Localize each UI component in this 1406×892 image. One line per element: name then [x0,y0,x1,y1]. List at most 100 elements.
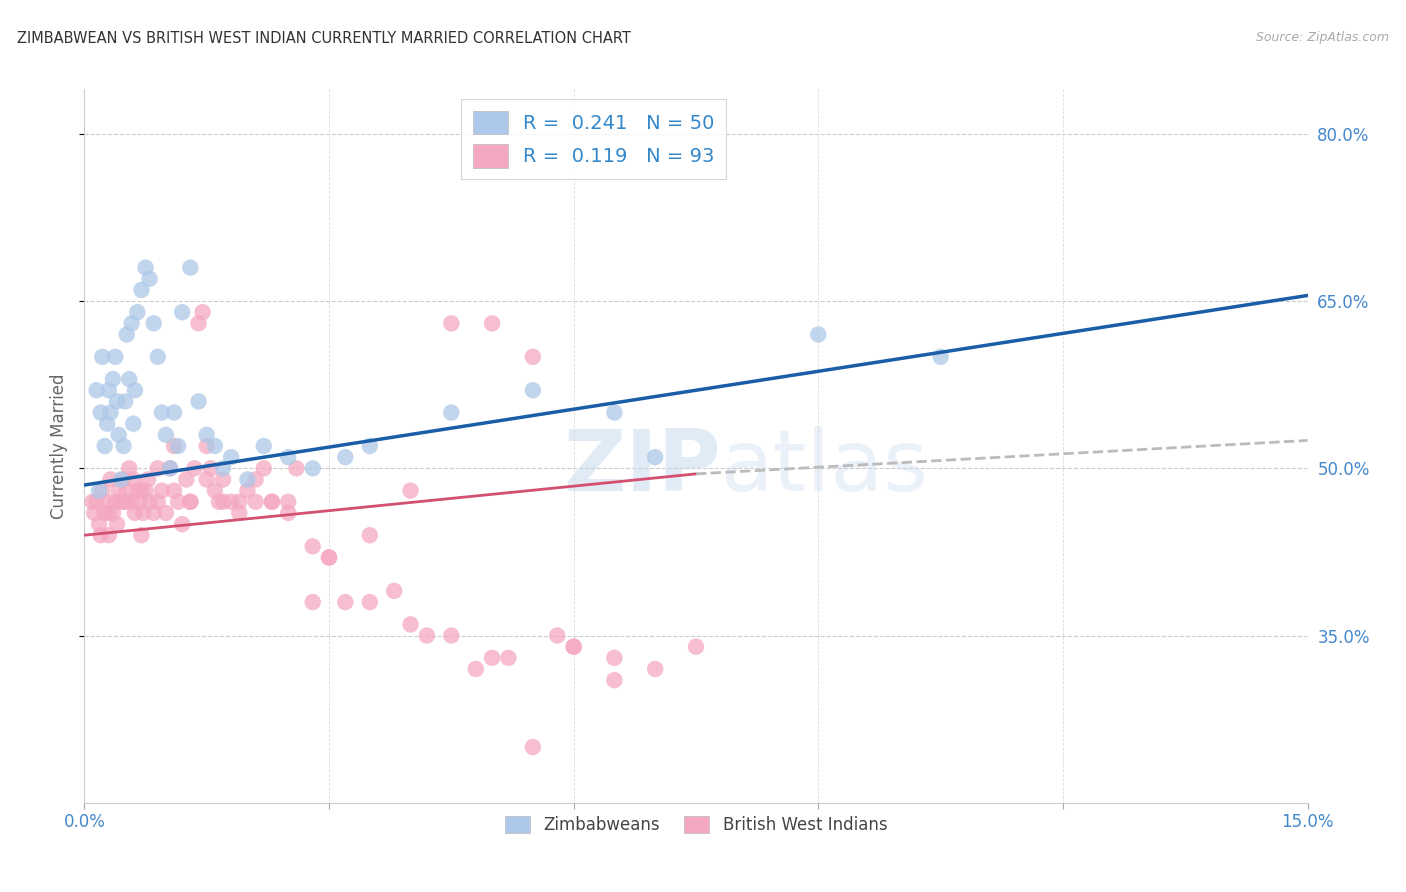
Point [807,327,830,342]
Point [195,472,218,486]
Point [481,316,503,330]
Point [110,472,132,486]
Point [127,305,149,319]
Y-axis label: Currently Married: Currently Married [51,373,69,519]
Point [131,483,153,498]
Point [277,494,299,508]
Point [546,628,568,642]
Point [172,305,194,319]
Point [277,450,299,464]
Point [131,528,153,542]
Text: Source: ZipAtlas.com: Source: ZipAtlas.com [1256,31,1389,45]
Point [219,494,242,508]
Point [87,483,110,498]
Point [228,506,250,520]
Point [155,427,177,442]
Point [929,350,952,364]
Point [167,494,190,508]
Point [464,662,486,676]
Point [97,528,120,542]
Point [135,260,157,275]
Point [104,494,127,508]
Point [100,472,122,486]
Point [522,740,544,755]
Point [399,483,422,498]
Point [93,506,115,520]
Point [253,461,276,475]
Point [301,539,323,553]
Point [163,483,186,498]
Point [114,494,136,508]
Point [93,439,115,453]
Point [146,350,169,364]
Point [136,472,159,486]
Point [124,506,146,520]
Point [96,494,118,508]
Point [236,472,259,486]
Point [228,494,250,508]
Point [195,439,218,453]
Point [121,494,143,508]
Point [131,283,153,297]
Point [187,316,209,330]
Point [562,640,585,654]
Point [127,483,149,498]
Point [163,405,186,419]
Point [112,439,135,453]
Point [86,494,108,508]
Point [245,494,267,508]
Point [359,595,381,609]
Point [142,316,165,330]
Point [179,260,201,275]
Point [399,617,422,632]
Point [87,516,110,531]
Point [260,494,283,508]
Point [685,640,707,654]
Point [146,461,169,475]
Point [105,394,128,409]
Point [416,628,439,642]
Point [101,506,124,520]
Point [150,405,173,419]
Point [603,405,626,419]
Point [110,494,132,508]
Point [187,394,209,409]
Point [301,461,323,475]
Point [97,384,120,398]
Point [124,384,146,398]
Point [440,316,463,330]
Point [100,405,122,419]
Point [121,316,143,330]
Point [522,350,544,364]
Point [335,450,357,464]
Point [118,461,141,475]
Point [382,583,405,598]
Text: ZIP: ZIP [562,425,720,509]
Point [236,483,259,498]
Point [167,439,190,453]
Point [138,271,160,285]
Point [562,640,585,654]
Point [359,439,381,453]
Point [359,528,381,542]
Point [318,550,340,565]
Point [204,439,226,453]
Point [204,483,226,498]
Point [159,461,181,475]
Point [277,506,299,520]
Point [112,472,135,486]
Point [481,651,503,665]
Point [107,483,129,498]
Point [522,384,544,398]
Point [179,494,201,508]
Text: ZIMBABWEAN VS BRITISH WEST INDIAN CURRENTLY MARRIED CORRELATION CHART: ZIMBABWEAN VS BRITISH WEST INDIAN CURREN… [17,31,631,46]
Point [260,494,283,508]
Point [135,483,157,498]
Point [86,384,108,398]
Point [128,494,150,508]
Point [335,595,357,609]
Point [440,628,463,642]
Point [90,405,112,419]
Point [208,494,231,508]
Point [219,450,242,464]
